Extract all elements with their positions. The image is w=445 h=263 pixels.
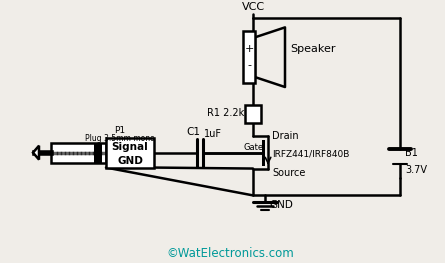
Text: -: - [247, 60, 251, 70]
Text: IRFZ441/IRF840B: IRFZ441/IRF840B [272, 150, 349, 159]
Text: P1: P1 [114, 126, 125, 135]
Text: 1uF: 1uF [204, 129, 222, 139]
Bar [106, 138, 154, 168]
Bar [94, 143, 102, 163]
Text: Plug 3.5mm mono: Plug 3.5mm mono [85, 134, 155, 143]
Text: 3.7V: 3.7V [405, 165, 427, 175]
Text: Drain: Drain [272, 131, 299, 141]
Bar [51, 143, 106, 163]
Polygon shape [33, 146, 39, 160]
Bar [243, 31, 255, 83]
Text: VCC: VCC [242, 2, 265, 12]
Text: ©WatElectronics.com: ©WatElectronics.com [166, 246, 294, 260]
Text: Source: Source [272, 168, 305, 178]
Text: R1 2.2k: R1 2.2k [207, 108, 244, 118]
Text: +: + [244, 44, 254, 54]
Text: GND: GND [269, 200, 293, 210]
Text: Signal: Signal [112, 142, 148, 152]
Text: Gate: Gate [244, 143, 264, 152]
Text: B1: B1 [405, 148, 418, 158]
Text: C1: C1 [186, 127, 200, 137]
Bar [262, 140, 265, 166]
Bar [245, 105, 261, 123]
Text: GND: GND [117, 156, 143, 166]
Text: Speaker: Speaker [290, 44, 336, 54]
